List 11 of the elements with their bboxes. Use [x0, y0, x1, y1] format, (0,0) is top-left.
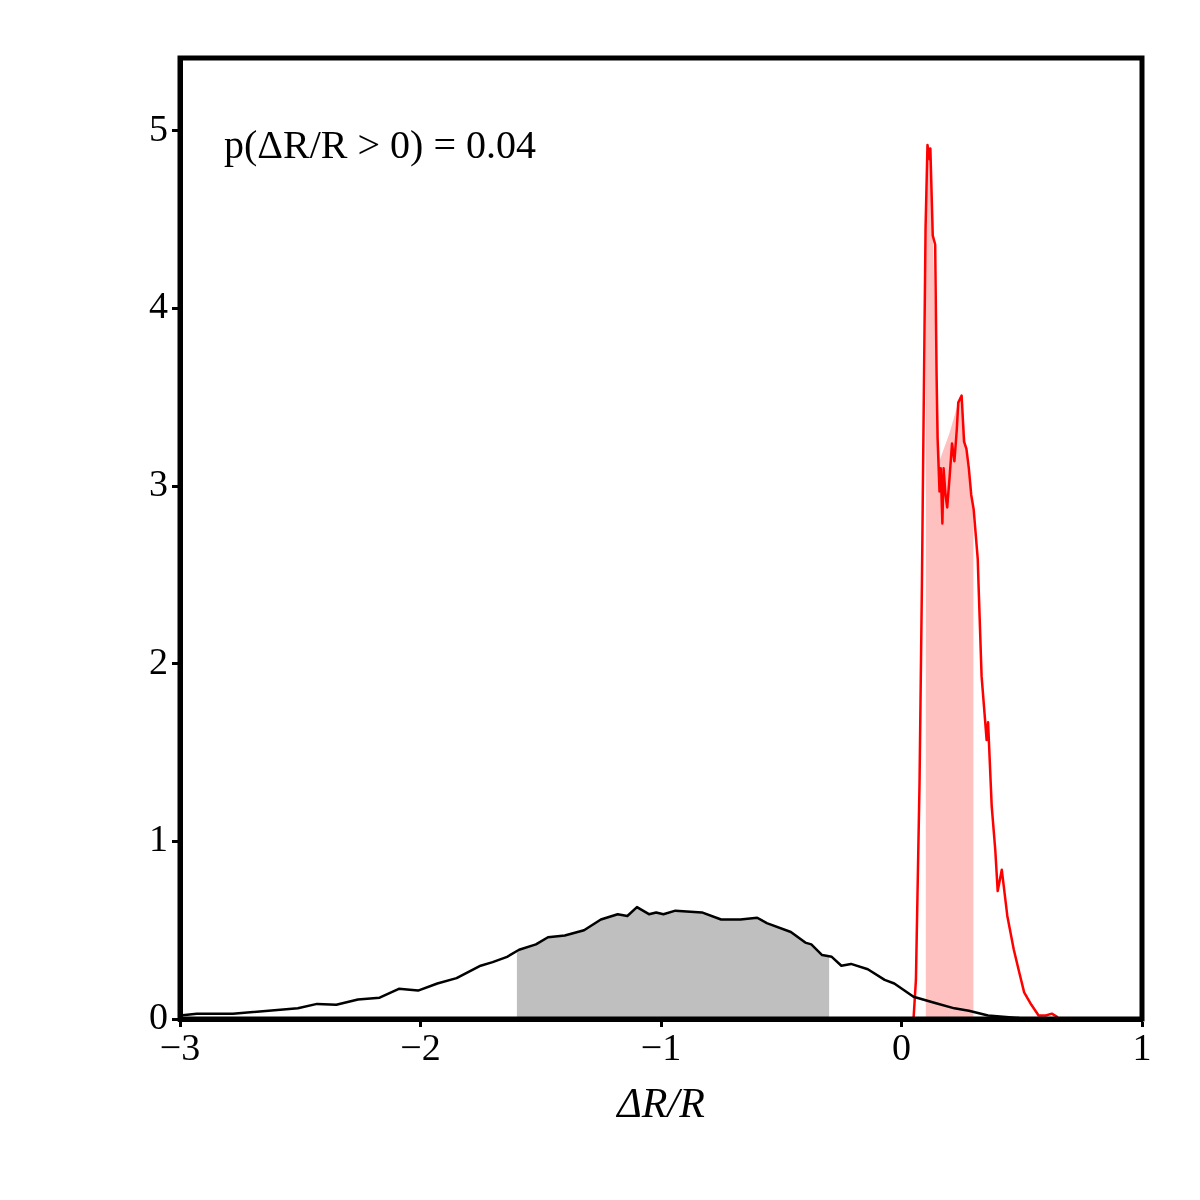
- x-tick-label: 0: [892, 1025, 911, 1068]
- y-tick-label: 3: [149, 462, 168, 505]
- x-axis-title: ΔR/R: [615, 1079, 705, 1126]
- y-tick-label: 2: [149, 639, 168, 682]
- x-tick-label: −2: [400, 1025, 441, 1068]
- y-tick-label: 4: [149, 284, 168, 327]
- x-tick-label: 1: [1132, 1025, 1152, 1068]
- x-tick-label: −1: [640, 1025, 682, 1068]
- annotation: p(ΔR/R > 0) = 0.04: [224, 122, 536, 167]
- y-tick-label: 5: [149, 106, 168, 149]
- y-tick-label: 1: [149, 817, 168, 860]
